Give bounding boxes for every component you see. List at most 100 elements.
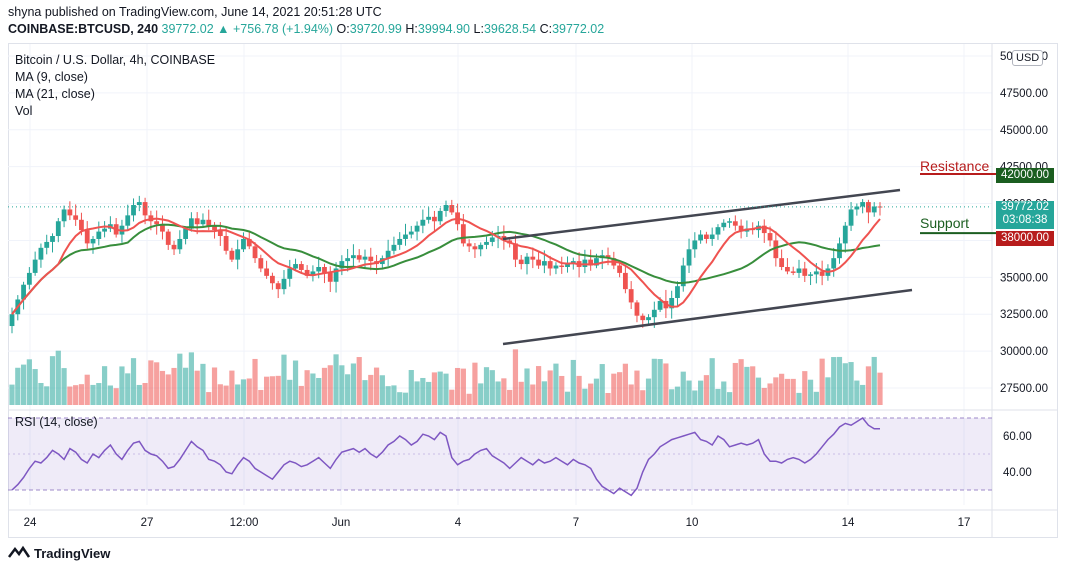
ma21-legend: MA (21, close) bbox=[15, 87, 95, 101]
volume-bar bbox=[611, 373, 617, 405]
candle-body bbox=[738, 225, 744, 232]
candle-body bbox=[727, 221, 732, 223]
volume-bar bbox=[860, 384, 866, 405]
candle-body bbox=[61, 209, 67, 222]
candle-body bbox=[154, 221, 160, 225]
ohlc-line: COINBASE:BTCUSD, 240 39772.02 ▲ +756.78 … bbox=[8, 22, 604, 36]
ma9-line bbox=[11, 217, 881, 315]
volume-bar bbox=[252, 358, 258, 405]
candle-body bbox=[38, 247, 44, 260]
candle-body bbox=[67, 209, 73, 216]
candle-body bbox=[854, 206, 860, 210]
candle-body bbox=[536, 259, 541, 266]
volume-legend: Vol bbox=[15, 104, 33, 118]
candle-body bbox=[50, 236, 55, 242]
candle-body bbox=[142, 202, 148, 216]
volume-bar bbox=[73, 385, 79, 405]
volume-bar bbox=[287, 379, 293, 405]
volume-bar bbox=[90, 384, 96, 405]
tradingview-logo[interactable]: TradingView bbox=[8, 545, 110, 561]
volume-bar bbox=[194, 370, 200, 405]
candle-body bbox=[559, 265, 565, 268]
volume-bar bbox=[177, 353, 183, 405]
tradingview-wordmark: TradingView bbox=[34, 545, 111, 561]
candle-body bbox=[322, 267, 327, 273]
candle-body bbox=[449, 205, 455, 213]
volume-bar bbox=[680, 371, 686, 405]
candle-body bbox=[345, 258, 351, 262]
candle-body bbox=[460, 224, 466, 244]
candle-body bbox=[831, 258, 837, 269]
open-value: 39720.99 bbox=[349, 22, 402, 36]
candle-body bbox=[229, 250, 235, 260]
candle-body bbox=[287, 268, 293, 279]
candle-body bbox=[212, 225, 217, 231]
candle-body bbox=[96, 231, 102, 239]
volume-bar bbox=[55, 350, 61, 405]
volume-bar bbox=[651, 358, 657, 405]
candle-body bbox=[246, 238, 252, 247]
volume-bar bbox=[402, 392, 409, 405]
volume-bar bbox=[211, 367, 218, 405]
volume-bar bbox=[738, 359, 744, 405]
candle-body bbox=[55, 221, 61, 237]
candle-body bbox=[102, 228, 107, 232]
volume-bar bbox=[148, 360, 154, 405]
volume-bar bbox=[657, 359, 663, 405]
candle-body bbox=[136, 202, 142, 206]
candle-body bbox=[310, 271, 316, 276]
volume-bar bbox=[767, 383, 773, 405]
volume-bar bbox=[414, 381, 420, 405]
candle-body bbox=[44, 241, 50, 248]
candle-body bbox=[131, 205, 136, 216]
candle-body bbox=[513, 243, 518, 260]
volume-bar bbox=[26, 359, 32, 405]
rsi-legend: RSI (14, close) bbox=[15, 415, 98, 429]
candle-body bbox=[553, 265, 559, 269]
volume-bar bbox=[501, 378, 507, 405]
candle-body bbox=[466, 243, 472, 247]
volume-bar bbox=[49, 356, 56, 405]
volume-bar bbox=[188, 352, 194, 405]
volume-bar bbox=[640, 390, 646, 405]
volume-bar bbox=[78, 384, 85, 405]
volume-bar bbox=[669, 389, 675, 405]
volume-bar bbox=[9, 384, 15, 405]
volume-bar bbox=[790, 378, 796, 405]
candle-body bbox=[686, 249, 692, 266]
volume-bar bbox=[755, 377, 762, 405]
candle-body bbox=[270, 275, 275, 284]
volume-bar bbox=[535, 366, 542, 405]
volume-bar bbox=[269, 376, 275, 405]
candle-body bbox=[767, 233, 773, 241]
candle-body bbox=[125, 215, 131, 226]
candle-body bbox=[518, 259, 524, 265]
candle-body bbox=[356, 255, 362, 260]
candle-body bbox=[547, 261, 553, 269]
candle-body bbox=[779, 258, 785, 268]
candle-body bbox=[194, 218, 200, 225]
volume-bar bbox=[333, 354, 339, 405]
volume-bar bbox=[84, 374, 90, 405]
volume-bar bbox=[495, 381, 501, 405]
candle-body bbox=[275, 283, 281, 290]
volume-bar bbox=[420, 377, 426, 405]
candle-body bbox=[484, 241, 489, 245]
candle-body bbox=[217, 230, 223, 237]
volume-bar bbox=[825, 377, 831, 405]
time-tick-label: 17 bbox=[958, 517, 971, 529]
volume-bar bbox=[547, 370, 553, 405]
volume-bar bbox=[200, 363, 206, 405]
candle-body bbox=[252, 246, 258, 259]
volume-bar bbox=[235, 384, 241, 405]
candle-body bbox=[32, 259, 38, 273]
candle-body bbox=[165, 231, 171, 245]
time-tick-label: 14 bbox=[842, 517, 855, 529]
publisher-line: shyna published on TradingView.com, June… bbox=[8, 5, 382, 19]
candle-body bbox=[622, 272, 628, 290]
candle-body bbox=[790, 271, 796, 273]
volume-bar bbox=[206, 392, 212, 405]
volume-bar bbox=[113, 388, 119, 405]
currency-button[interactable]: USD bbox=[1012, 50, 1044, 66]
